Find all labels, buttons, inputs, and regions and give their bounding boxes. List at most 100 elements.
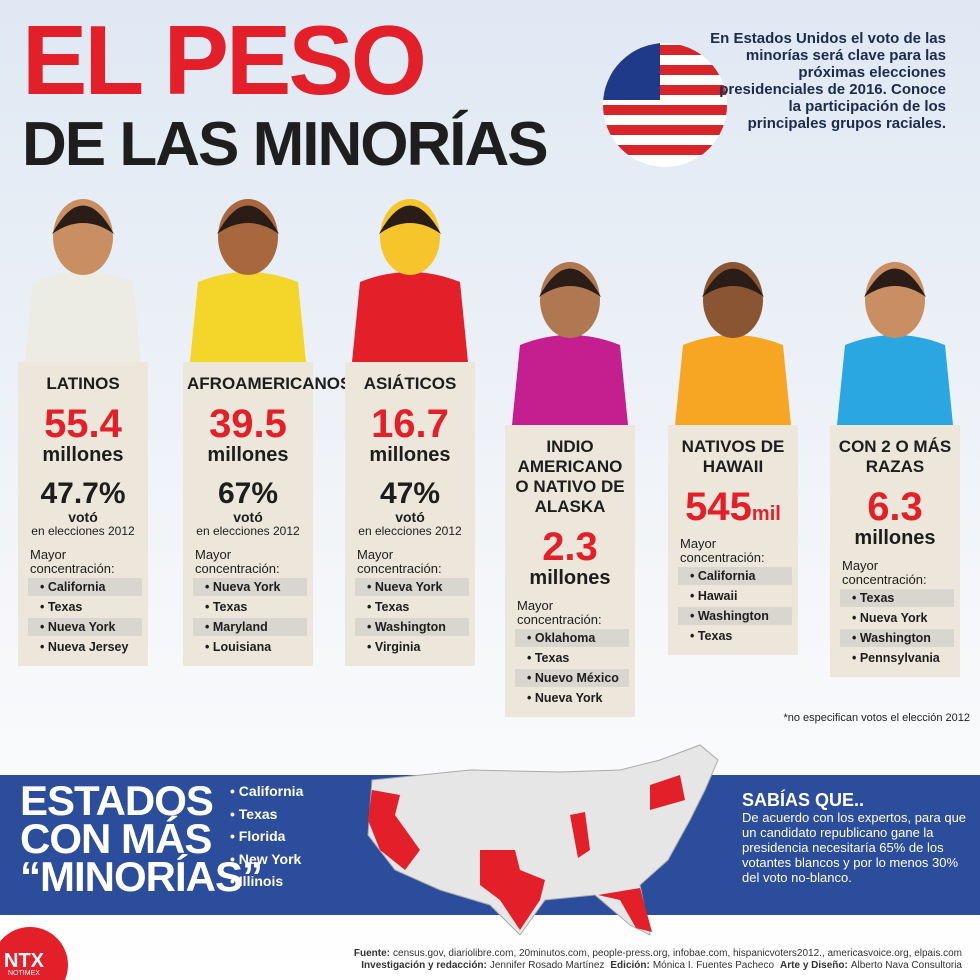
title-line2: DE LAS MINORÍAS: [22, 110, 549, 179]
group-name: LATINOS: [46, 374, 120, 393]
states-title-line: CON MÁS: [20, 815, 212, 862]
logo: NTX: [4, 950, 44, 972]
state-item: • New York: [230, 850, 302, 867]
state-item: • Texas: [230, 805, 278, 822]
state-item: • Florida: [230, 828, 286, 844]
state: • Texas: [527, 651, 570, 665]
credit-label: Arte y Diseño:: [780, 960, 848, 971]
vote-context: en elecciones 2012: [358, 524, 462, 538]
group-name: ASIÁTICOS: [363, 374, 457, 393]
group-name: NATIVOS DE HAWAII: [681, 437, 785, 476]
vote-label: votó: [395, 509, 425, 525]
state: • Texas: [367, 600, 410, 614]
vote-percent: 47%: [379, 477, 441, 510]
group-card: NATIVOS DE HAWAII 545mil Mayor concentraci…: [668, 425, 798, 655]
concentration-label: Mayor concentración:: [680, 536, 765, 565]
logo-subtitle: NOTIMEX: [8, 970, 40, 977]
person-hair: [702, 268, 764, 297]
population-number: 55.4: [44, 402, 122, 446]
state-list: • Oklahoma • Texas • Nuevo México • Nueva Y…: [505, 629, 635, 707]
state: • Texas: [840, 589, 954, 607]
footnote: *no especifican votos el elección 2012: [783, 712, 970, 724]
state: • California: [678, 567, 792, 585]
person-body: [352, 272, 468, 362]
credit-label: Investigación y redacción:: [361, 960, 487, 971]
state: • Maryland: [193, 618, 307, 636]
state: • Nuevo México: [515, 669, 629, 687]
concentration-label: Mayor concentración:: [30, 547, 115, 576]
state: • Pennsylvania: [852, 651, 940, 665]
population-unit: millones: [369, 444, 451, 466]
population-unit: millones: [529, 567, 611, 589]
state: • Oklahoma: [515, 629, 629, 647]
vote-percent: 67%: [217, 477, 279, 510]
credit-text: Alberto Nava Consultoria: [850, 960, 962, 971]
population-number: 545: [685, 485, 752, 529]
population-unit: millones: [42, 444, 124, 466]
concentration-label: Mayor concentración:: [357, 547, 442, 576]
concentration-label: Mayor concentración:: [517, 598, 602, 627]
state: • Nueva Jersey: [40, 640, 129, 654]
title-line1: EL PESO: [22, 5, 427, 115]
state: • Virginia: [367, 640, 421, 654]
state: • Nueva York: [527, 691, 603, 705]
group-card: LATINOS 55.4 millones 47.7% votó en eleccione…: [18, 362, 148, 666]
state-list: • Nueva York • Texas • Maryland • Louisiana: [183, 578, 313, 656]
person-body: [675, 335, 791, 425]
population: 545mil: [668, 487, 798, 527]
vote-context: en elecciones 2012: [31, 524, 135, 538]
group-card: INDIO AMERICANO O NATIVO DE ALASKA 2.3 mil…: [505, 425, 635, 717]
state: • Nueva York: [852, 611, 928, 625]
credit-label: Edición:: [610, 960, 650, 971]
state-item: • Illinois: [230, 873, 284, 889]
states-title: ESTADOS CON MÁS “MINORÍAS”: [20, 777, 263, 898]
population-unit: millones: [854, 527, 936, 549]
vote-percent: 47.7%: [40, 477, 126, 510]
person-hair: [52, 205, 114, 234]
credit-label: Fuente:: [353, 948, 391, 959]
state: • Nueva York: [355, 578, 469, 596]
vote-label: votó: [68, 509, 98, 525]
credit-text: Mónica I. Fuentes Pacheco: [652, 960, 775, 971]
concentration-label: Mayor concentración:: [842, 558, 927, 587]
group-name: CON 2 O MÁS RAZAS: [838, 437, 952, 476]
person-body: [25, 272, 141, 362]
did-you-know-text: De acuerdo con los expertos, para que un…: [742, 810, 967, 885]
population-number: 16.7: [371, 402, 449, 446]
person-body: [190, 272, 306, 362]
population-number: 39.5: [209, 402, 287, 446]
state-list: • California • Texas • Nueva York • Nueva J…: [18, 578, 148, 656]
state-list: • California • Hawaii • Washington • Texas: [668, 567, 798, 645]
population-unit: millones: [207, 444, 289, 466]
state-item: • California: [230, 783, 304, 799]
population-number: 2.3: [542, 525, 598, 569]
population-number: 6.3: [867, 485, 923, 529]
person-hair: [379, 205, 441, 234]
states-list: • California • Texas • Florida • New York • …: [230, 780, 303, 893]
state: • Washington: [355, 618, 469, 636]
state: • Louisiana: [205, 640, 272, 654]
state: • California: [28, 578, 142, 596]
person-hair: [217, 205, 279, 234]
us-map: [367, 744, 719, 936]
logo-badge: [0, 927, 68, 980]
state: • Texas: [40, 600, 83, 614]
person-body: [512, 335, 628, 425]
state: • Texas: [205, 600, 248, 614]
state: • Hawaii: [690, 589, 738, 603]
credits: Fuente: census.gov, diariolibre.com, 20mi…: [168, 948, 968, 972]
group-name: AFROAMERICANOS: [187, 374, 352, 393]
state-list: • Texas • Nueva York • Washington • Pennsyl…: [830, 589, 960, 667]
state: • Nueva York: [28, 618, 142, 636]
group-card: AFROAMERICANOS 39.5 millones 67% votó en elec…: [183, 362, 352, 666]
state: • Washington: [678, 607, 792, 625]
person-hair: [864, 268, 926, 297]
concentration-label: Mayor concentración:: [195, 547, 280, 576]
states-title-line: ESTADOS: [20, 777, 214, 824]
credit-text: census.gov, diariolibre.com, 20minutos.c…: [393, 948, 962, 959]
person-body: [837, 335, 953, 425]
credit-text: Jennifer Rosado Martínez: [489, 960, 605, 971]
group-card: ASIÁTICOS 16.7 millones 47% votó en eleccione…: [345, 362, 475, 666]
